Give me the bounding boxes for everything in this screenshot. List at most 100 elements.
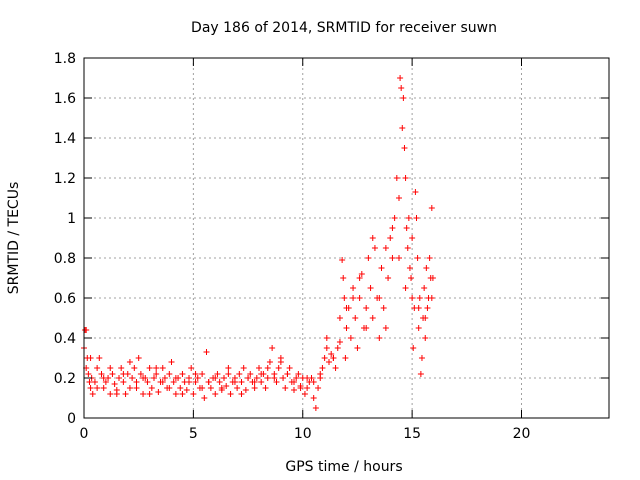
- data-point: [277, 359, 284, 365]
- data-point: [122, 391, 129, 397]
- axis-ticks: 0 5 10 15 20 0 0.2 0.4 0.6 0.8 1 1.2 1.4 1.6 1.8: [54, 51, 609, 442]
- data-point: [389, 225, 396, 231]
- data-point: [343, 305, 350, 311]
- data-point: [291, 379, 297, 385]
- data-point: [422, 335, 429, 341]
- grid-lines: [84, 58, 609, 418]
- data-point: [408, 275, 415, 281]
- data-point: [315, 385, 322, 391]
- data-point: [422, 315, 429, 321]
- y-tick-label: 0: [67, 411, 76, 427]
- data-point: [280, 375, 287, 381]
- data-point: [365, 255, 372, 261]
- y-tick-label: 0.4: [54, 331, 76, 347]
- data-point: [380, 305, 387, 311]
- data-point: [146, 391, 153, 397]
- data-point: [238, 391, 245, 397]
- data-point: [168, 359, 175, 365]
- y-tick-label: 1.8: [54, 51, 76, 67]
- data-point: [227, 391, 234, 397]
- data-point: [87, 385, 94, 391]
- data-point: [113, 391, 120, 397]
- data-point: [396, 255, 402, 261]
- data-point: [192, 379, 199, 385]
- data-point: [328, 351, 335, 357]
- data-point: [225, 365, 232, 371]
- data-point: [332, 365, 339, 371]
- data-point: [159, 379, 166, 385]
- data-point: [144, 379, 151, 385]
- data-point: [340, 275, 347, 281]
- chart-title: Day 186 of 2014, SRMTID for receiver suw…: [191, 20, 497, 36]
- data-point: [94, 365, 101, 371]
- data-point: [416, 295, 423, 301]
- data-point: [378, 265, 385, 271]
- data-point: [295, 371, 302, 377]
- data-point: [253, 375, 260, 381]
- data-point: [404, 245, 411, 251]
- data-point: [94, 385, 101, 391]
- data-point: [212, 391, 219, 397]
- data-point: [424, 305, 431, 311]
- data-point: [135, 355, 142, 361]
- data-point: [155, 389, 162, 395]
- data-point: [126, 359, 133, 365]
- data-point: [109, 371, 116, 377]
- data-point: [343, 325, 350, 331]
- data-point: [415, 325, 422, 331]
- data-point: [153, 365, 160, 371]
- data-point: [413, 215, 420, 221]
- data-point: [403, 225, 410, 231]
- data-point: [398, 85, 405, 91]
- data-point: [126, 385, 133, 391]
- data-point: [87, 355, 94, 361]
- data-point: [199, 371, 206, 377]
- data-point: [326, 359, 332, 365]
- x-tick-label: 10: [294, 426, 312, 442]
- data-point: [350, 285, 357, 291]
- data-point: [192, 371, 199, 377]
- data-point: [98, 371, 105, 377]
- x-tick-label: 5: [189, 426, 198, 442]
- data-point: [238, 379, 245, 385]
- plot-frame: [83, 57, 610, 419]
- data-point: [393, 175, 400, 181]
- data-point: [428, 295, 435, 301]
- data-point: [102, 379, 109, 385]
- data-point: [301, 391, 308, 397]
- data-point: [256, 365, 262, 371]
- data-point: [177, 385, 184, 391]
- data-point: [190, 391, 197, 397]
- data-point: [342, 355, 349, 361]
- data-point: [286, 365, 293, 371]
- y-tick-label: 1.4: [54, 131, 76, 147]
- y-tick-label: 1.6: [54, 91, 76, 107]
- data-point: [402, 285, 409, 291]
- data-point: [409, 235, 416, 241]
- data-point: [214, 371, 221, 377]
- data-point: [382, 245, 389, 251]
- data-point: [271, 375, 278, 381]
- data-point: [339, 257, 346, 263]
- data-point: [216, 379, 223, 385]
- data-point: [118, 365, 125, 371]
- data-point: [273, 379, 280, 385]
- data-point: [107, 365, 114, 371]
- data-point: [107, 391, 114, 397]
- y-tick-label: 0.2: [54, 371, 76, 387]
- data-point: [188, 365, 195, 371]
- data-point: [100, 375, 107, 381]
- data-point: [397, 75, 404, 81]
- data-point: [85, 371, 92, 377]
- data-point: [396, 195, 402, 201]
- data-point: [242, 387, 249, 393]
- data-point: [91, 379, 98, 385]
- data-point: [323, 335, 330, 341]
- data-point: [304, 385, 311, 391]
- data-point: [414, 255, 421, 261]
- data-point: [201, 395, 208, 401]
- data-point: [140, 391, 147, 397]
- data-point: [166, 371, 173, 377]
- data-point: [151, 375, 157, 381]
- data-point: [86, 379, 93, 385]
